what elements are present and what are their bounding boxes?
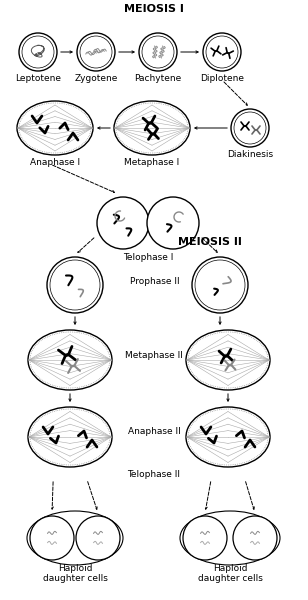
Ellipse shape xyxy=(76,516,120,560)
Text: Metaphase II: Metaphase II xyxy=(125,350,183,359)
Text: Haploid
daughter cells: Haploid daughter cells xyxy=(43,564,107,583)
Ellipse shape xyxy=(17,101,93,155)
Ellipse shape xyxy=(233,516,277,560)
Text: Telophase II: Telophase II xyxy=(128,470,180,479)
Ellipse shape xyxy=(30,516,74,560)
Text: Diakinesis: Diakinesis xyxy=(227,150,273,159)
Text: Metaphase I: Metaphase I xyxy=(124,158,180,167)
Ellipse shape xyxy=(27,511,123,565)
Text: Haploid
daughter cells: Haploid daughter cells xyxy=(197,564,262,583)
Ellipse shape xyxy=(114,101,190,155)
Text: Anaphase II: Anaphase II xyxy=(128,427,180,437)
Ellipse shape xyxy=(47,257,103,313)
Ellipse shape xyxy=(77,33,115,71)
Text: Prophase II: Prophase II xyxy=(130,277,180,286)
Text: Pachytene: Pachytene xyxy=(134,74,182,83)
Text: Anaphase I: Anaphase I xyxy=(30,158,80,167)
Ellipse shape xyxy=(183,516,227,560)
Ellipse shape xyxy=(231,109,269,147)
Ellipse shape xyxy=(19,33,57,71)
Ellipse shape xyxy=(180,511,280,565)
Ellipse shape xyxy=(203,33,241,71)
Text: Diplotene: Diplotene xyxy=(200,74,244,83)
Ellipse shape xyxy=(192,257,248,313)
Ellipse shape xyxy=(147,197,199,249)
Ellipse shape xyxy=(28,407,112,467)
Ellipse shape xyxy=(28,330,112,390)
Text: Leptotene: Leptotene xyxy=(15,74,61,83)
Text: MEIOSIS I: MEIOSIS I xyxy=(124,4,184,14)
Text: MEIOSIS II: MEIOSIS II xyxy=(178,237,242,247)
Ellipse shape xyxy=(97,197,149,249)
Ellipse shape xyxy=(186,330,270,390)
Ellipse shape xyxy=(139,33,177,71)
Ellipse shape xyxy=(186,407,270,467)
Text: Telophase I: Telophase I xyxy=(123,253,173,262)
Text: Zygotene: Zygotene xyxy=(74,74,118,83)
